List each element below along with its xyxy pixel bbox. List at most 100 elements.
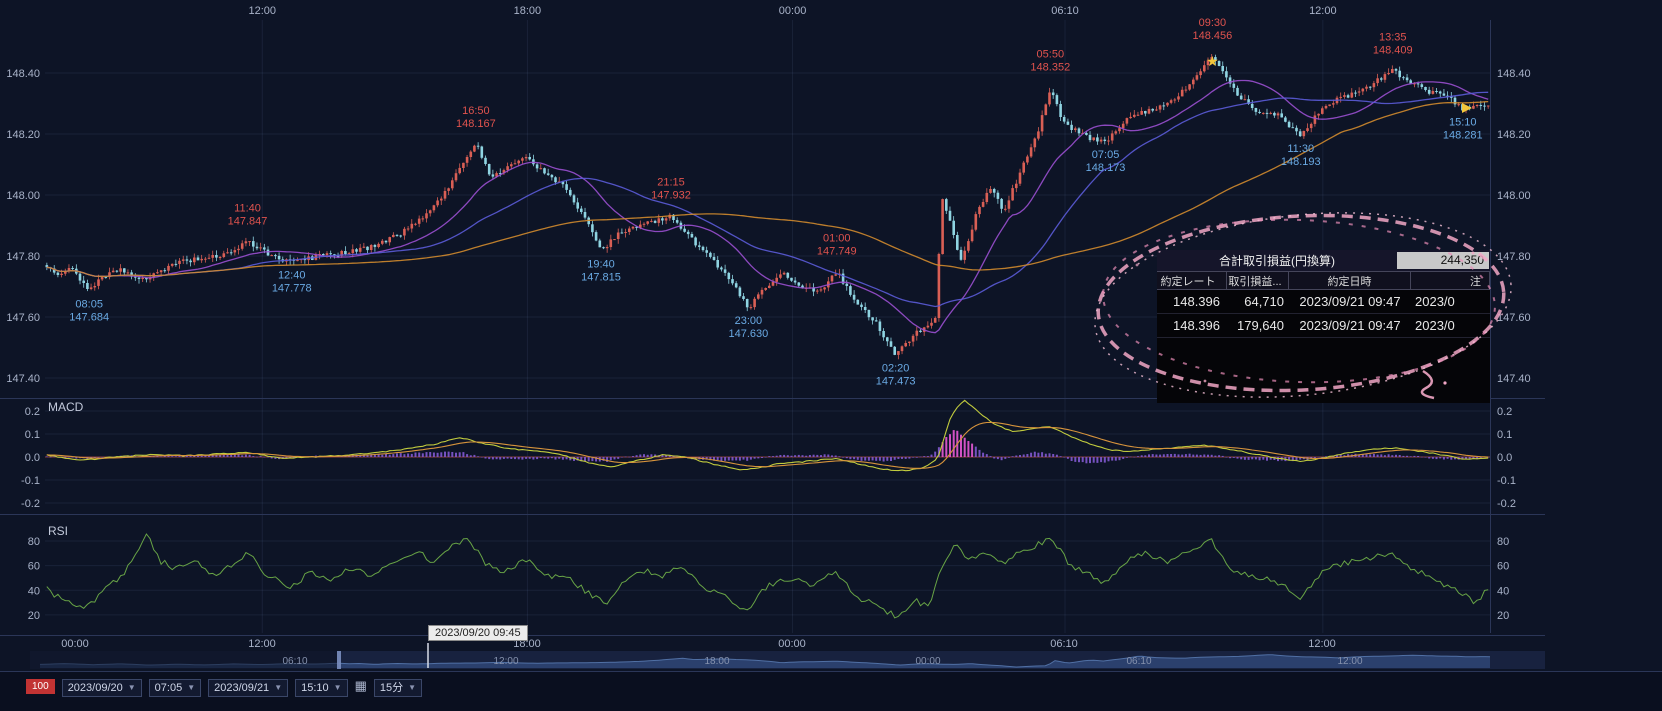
- navigator-handle[interactable]: [337, 651, 341, 669]
- svg-text:148.173: 148.173: [1086, 162, 1126, 174]
- svg-text:-0.1: -0.1: [21, 475, 40, 487]
- svg-text:11:30: 11:30: [1287, 143, 1314, 155]
- svg-text:147.749: 147.749: [817, 246, 857, 258]
- column-header-pl: 取引損益...: [1227, 272, 1289, 289]
- svg-text:-0.2: -0.2: [21, 498, 40, 510]
- svg-text:148.40: 148.40: [1497, 68, 1531, 80]
- svg-text:147.40: 147.40: [6, 373, 40, 385]
- from-date-select[interactable]: 2023/09/20 ▼: [61, 679, 142, 697]
- status-badge: 100: [26, 679, 55, 694]
- svg-text:06:10: 06:10: [1050, 638, 1078, 650]
- svg-text:08:05: 08:05: [75, 298, 103, 310]
- table-title: 合計取引損益(円換算): [1219, 254, 1335, 268]
- interval-select[interactable]: 15分 ▼: [373, 679, 423, 697]
- svg-text:147.40: 147.40: [1497, 373, 1531, 385]
- svg-text:23:00: 23:00: [735, 315, 763, 327]
- svg-text:147.630: 147.630: [728, 328, 768, 340]
- svg-text:01:00: 01:00: [823, 233, 851, 245]
- svg-text:05:50: 05:50: [1037, 49, 1065, 61]
- bottom-toolbar: 100 2023/09/20 ▼ 07:05 ▼ 2023/09/21 ▼ 15…: [0, 671, 1662, 711]
- svg-text:18:00: 18:00: [704, 656, 729, 667]
- svg-text:148.352: 148.352: [1030, 62, 1070, 74]
- macd-series: [45, 399, 1490, 472]
- svg-text:07:05: 07:05: [1092, 149, 1120, 161]
- cell-order: 2023/0: [1415, 294, 1455, 309]
- svg-text:148.409: 148.409: [1373, 44, 1413, 56]
- svg-text:147.815: 147.815: [581, 271, 621, 283]
- to-date-select[interactable]: 2023/09/21 ▼: [208, 679, 289, 697]
- chevron-down-icon: ▼: [274, 683, 283, 692]
- svg-text:148.40: 148.40: [6, 68, 40, 80]
- column-header-rate: 約定レート: [1157, 272, 1227, 289]
- svg-text:147.80: 147.80: [1497, 251, 1531, 263]
- calendar-icon[interactable]: ▦: [354, 678, 367, 693]
- svg-text:12:00: 12:00: [1308, 638, 1336, 650]
- svg-text:147.847: 147.847: [228, 216, 268, 228]
- svg-text:147.473: 147.473: [876, 376, 916, 388]
- cell-pl: 64,710: [1244, 294, 1284, 309]
- svg-text:0.2: 0.2: [1497, 406, 1512, 418]
- rsi-panel-title: RSI: [48, 524, 69, 538]
- grid-lines: [0, 20, 1545, 636]
- from-time-select[interactable]: 07:05 ▼: [148, 679, 202, 697]
- to-time-select[interactable]: 15:10 ▼: [295, 679, 348, 697]
- macd-panel-area[interactable]: [45, 400, 1490, 512]
- svg-text:40: 40: [1497, 585, 1509, 597]
- macd-panel-title: MACD: [48, 400, 84, 414]
- from-date-value: 2023/09/20: [67, 682, 123, 694]
- macd-axis: 0.2 0.2 0.1 0.1 0.0 0.0 -0.1 -0.1 -0.2 -0.2: [21, 406, 1516, 510]
- svg-text:-0.1: -0.1: [1497, 475, 1516, 487]
- svg-text:60: 60: [1497, 561, 1509, 573]
- rsi-axis: 80 80 60 60 40 40 20 20: [28, 536, 1510, 622]
- svg-text:11:40: 11:40: [234, 203, 261, 215]
- svg-text:0.0: 0.0: [1497, 452, 1512, 464]
- svg-text:09:30: 09:30: [1199, 17, 1227, 29]
- total-profit-value: 244,350: [1397, 252, 1489, 269]
- svg-text:147.684: 147.684: [69, 311, 109, 323]
- rsi-series: [46, 533, 1489, 619]
- chevron-down-icon: ▼: [408, 683, 417, 692]
- svg-text:00:00: 00:00: [61, 638, 89, 650]
- column-header-order: 注: [1411, 272, 1490, 289]
- cell-datetime: 2023/09/21 09:47: [1299, 294, 1401, 309]
- cell-rate: 148.396: [1173, 294, 1220, 309]
- current-price-marker: [1462, 103, 1472, 113]
- time-axis-top[interactable]: 12:00 18:00 00:00 06:10 12:00: [249, 5, 1337, 17]
- table-row[interactable]: 148.396 64,710 2023/09/21 09:47 2023/0: [1157, 290, 1490, 314]
- svg-text:06:10: 06:10: [282, 656, 307, 667]
- table-column-headers: 約定レート 取引損益... 約定日時 注: [1157, 271, 1490, 290]
- svg-text:18:00: 18:00: [513, 638, 541, 650]
- time-axis-bottom[interactable]: 00:00 12:00 18:00 00:00 06:10 12:00: [61, 638, 1336, 650]
- svg-text:00:00: 00:00: [779, 5, 807, 17]
- svg-text:60: 60: [28, 561, 40, 573]
- svg-text:0.1: 0.1: [25, 429, 40, 441]
- svg-text:12:00: 12:00: [248, 638, 276, 650]
- interval-value: 15分: [379, 682, 404, 694]
- svg-text:12:00: 12:00: [1309, 5, 1337, 17]
- svg-text:0.2: 0.2: [25, 406, 40, 418]
- svg-text:40: 40: [28, 585, 40, 597]
- chevron-down-icon: ▼: [187, 683, 196, 692]
- trade-summary-panel: 合計取引損益(円換算) 244,350 約定レート 取引損益... 約定日時 注…: [1157, 250, 1490, 403]
- cell-pl: 179,640: [1237, 318, 1284, 333]
- svg-text:0.0: 0.0: [25, 452, 40, 464]
- svg-text:148.456: 148.456: [1192, 30, 1232, 42]
- svg-text:02:20: 02:20: [882, 363, 910, 375]
- star-marker: ★: [1206, 53, 1219, 69]
- svg-text:148.193: 148.193: [1281, 156, 1321, 168]
- svg-text:147.60: 147.60: [1497, 312, 1531, 324]
- moving-average-lines: [46, 79, 1489, 334]
- table-row[interactable]: 148.396 179,640 2023/09/21 09:47 2023/0: [1157, 314, 1490, 338]
- navigator-scrollbar[interactable]: 06:10 12:00 18:00 00:00 06:10 12:00: [30, 643, 1545, 669]
- svg-text:80: 80: [1497, 536, 1509, 548]
- rsi-panel-area[interactable]: [45, 516, 1490, 633]
- svg-text:147.778: 147.778: [272, 283, 312, 295]
- svg-text:18:00: 18:00: [514, 5, 542, 17]
- svg-text:80: 80: [28, 536, 40, 548]
- svg-text:00:00: 00:00: [778, 638, 806, 650]
- svg-text:13:35: 13:35: [1379, 31, 1407, 43]
- cell-datetime: 2023/09/21 09:47: [1299, 318, 1401, 333]
- svg-text:148.281: 148.281: [1443, 129, 1483, 141]
